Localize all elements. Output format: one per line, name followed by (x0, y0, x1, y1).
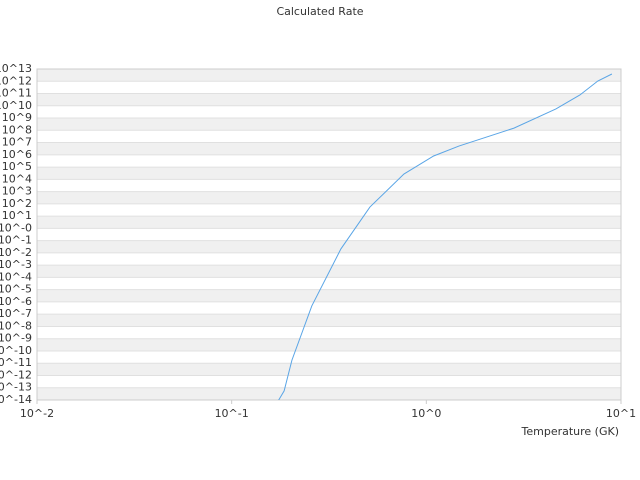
x-tick-label: 10^1 (606, 407, 636, 420)
y-tick-label: 10^-7 (0, 307, 32, 320)
y-tick-label: 10^5 (2, 160, 32, 173)
y-tick-label: 10^-13 (0, 381, 32, 394)
x-tick-label: 10^0 (411, 407, 441, 420)
grid-band (37, 93, 621, 106)
grid-band (37, 338, 621, 351)
y-tick-label: 10^13 (0, 62, 32, 75)
y-tick-label: 10^8 (2, 123, 32, 136)
y-tick-label: 10^-8 (0, 319, 32, 332)
grid-band (37, 216, 621, 229)
grid-band (37, 289, 621, 302)
y-tick-label: 10^11 (0, 87, 32, 100)
y-tick-label: 10^-0 (0, 221, 32, 234)
x-tick-label: 10^-1 (215, 407, 249, 420)
y-tick-label: 10^-5 (0, 283, 32, 296)
grid-band (37, 240, 621, 253)
y-tick-label: 10^-4 (0, 270, 32, 283)
grid-band (37, 314, 621, 327)
plot-border (36, 68, 622, 401)
y-tick-label: 10^-9 (0, 332, 32, 345)
y-tick-label: 10^-2 (0, 246, 32, 259)
y-tick-label: 10^-14 (0, 393, 32, 406)
y-tick-label: 10^-3 (0, 258, 32, 271)
y-tick-label: 10^9 (2, 111, 32, 124)
y-tick-label: 10^-1 (0, 234, 32, 247)
y-tick-label: 10^-6 (0, 295, 32, 308)
y-tick-label: 10^4 (2, 172, 32, 185)
data-line (278, 73, 613, 400)
x-tick-label: 10^-2 (20, 407, 54, 420)
grid-band (37, 69, 621, 82)
y-tick-label: 10^6 (2, 148, 32, 161)
y-tick-label: 10^12 (0, 74, 32, 87)
chart-title: Calculated Rate (276, 5, 363, 18)
y-tick-label: 10^3 (2, 185, 32, 198)
grid-band (37, 167, 621, 180)
y-tick-label: 10^-11 (0, 356, 32, 369)
y-tick-label: 10^10 (0, 99, 32, 112)
grid-band (37, 118, 621, 131)
grid-band (37, 142, 621, 155)
y-tick-label: 10^-12 (0, 368, 32, 381)
grid-band (37, 387, 621, 400)
y-tick-label: 10^-10 (0, 344, 32, 357)
y-tick-label: 10^7 (2, 136, 32, 149)
x-axis-label: Temperature (GK) (521, 425, 620, 438)
grid-band (37, 191, 621, 204)
y-tick-label: 10^1 (2, 209, 32, 222)
grid-band (37, 363, 621, 376)
y-tick-label: 10^2 (2, 197, 32, 210)
